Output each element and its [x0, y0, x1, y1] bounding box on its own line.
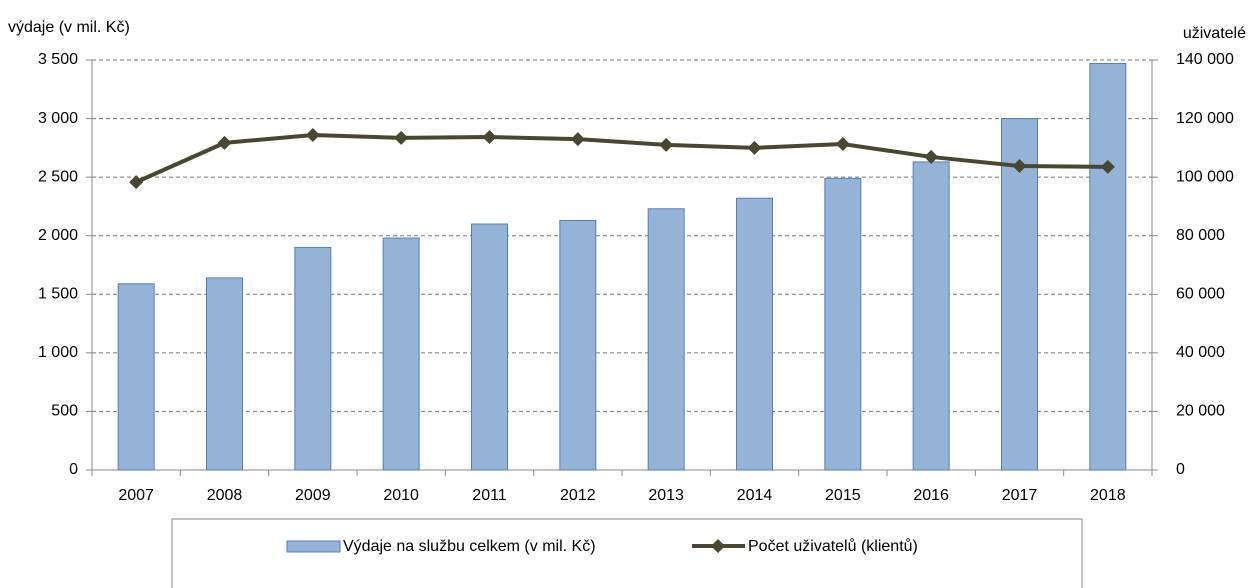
bar — [294, 246, 332, 471]
bar — [206, 277, 243, 471]
y2-tick-label: 0 — [1176, 461, 1185, 478]
marker — [217, 135, 232, 150]
marker — [1012, 159, 1027, 174]
x-tick-label: 2014 — [737, 487, 773, 504]
bar — [824, 177, 862, 471]
marker — [1100, 159, 1115, 174]
legend-marker — [711, 539, 725, 553]
y2-tick-label: 40 000 — [1176, 344, 1225, 361]
x-tick-label: 2013 — [648, 487, 684, 504]
marker — [305, 127, 320, 142]
y-tick-label: 3 500 — [38, 51, 78, 68]
x-tick-label: 2018 — [1090, 487, 1126, 504]
marker — [482, 130, 497, 145]
legend-label: Počet uživatelů (klientů) — [748, 538, 918, 555]
y2-tick-label: 80 000 — [1176, 227, 1225, 244]
bar — [117, 283, 155, 471]
marker — [570, 132, 585, 147]
x-tick-label: 2015 — [825, 487, 861, 504]
x-tick-label: 2016 — [913, 487, 949, 504]
marker — [129, 175, 144, 190]
marker — [394, 130, 409, 145]
x-tick-label: 2010 — [383, 487, 419, 504]
y2-tick-label: 60 000 — [1176, 286, 1225, 303]
bar — [1001, 118, 1038, 471]
bar — [647, 208, 685, 471]
y-tick-label: 1 000 — [38, 344, 78, 361]
marker — [747, 140, 762, 155]
legend-box — [171, 518, 1083, 588]
legend-label: Výdaje na službu celkem (v mil. Kč) — [343, 538, 596, 555]
legend-swatch — [286, 540, 341, 553]
y2-tick-label: 120 000 — [1176, 110, 1234, 127]
y-tick-label: 2 500 — [38, 168, 78, 185]
marker — [835, 137, 850, 152]
y2-tick-label: 140 000 — [1176, 51, 1234, 68]
y-tick-label: 2 000 — [38, 227, 78, 244]
x-tick-label: 2007 — [118, 487, 154, 504]
x-tick-label: 2012 — [560, 487, 596, 504]
x-tick-label: 2008 — [207, 487, 243, 504]
x-tick-label: 2009 — [295, 487, 331, 504]
y-tick-label: 500 — [51, 403, 78, 420]
marker — [924, 149, 939, 164]
y2-tick-label: 100 000 — [1176, 168, 1234, 185]
bar — [736, 197, 773, 471]
y-tick-label: 3 000 — [38, 110, 78, 127]
y-tick-label: 1 500 — [38, 286, 78, 303]
y-axis-title: výdaje (v mil. Kč) — [8, 19, 130, 36]
x-tick-label: 2011 — [472, 487, 507, 504]
bar — [1089, 63, 1127, 471]
y-tick-label: 0 — [69, 461, 78, 478]
line — [135, 132, 1108, 184]
y2-axis-title: uživatelé — [1183, 25, 1246, 42]
bar — [382, 237, 420, 471]
bar — [471, 223, 508, 471]
y2-tick-label: 20 000 — [1176, 403, 1225, 420]
bar — [912, 161, 950, 471]
x-tick-label: 2017 — [1002, 487, 1038, 504]
bar — [559, 219, 597, 471]
marker — [659, 137, 674, 152]
